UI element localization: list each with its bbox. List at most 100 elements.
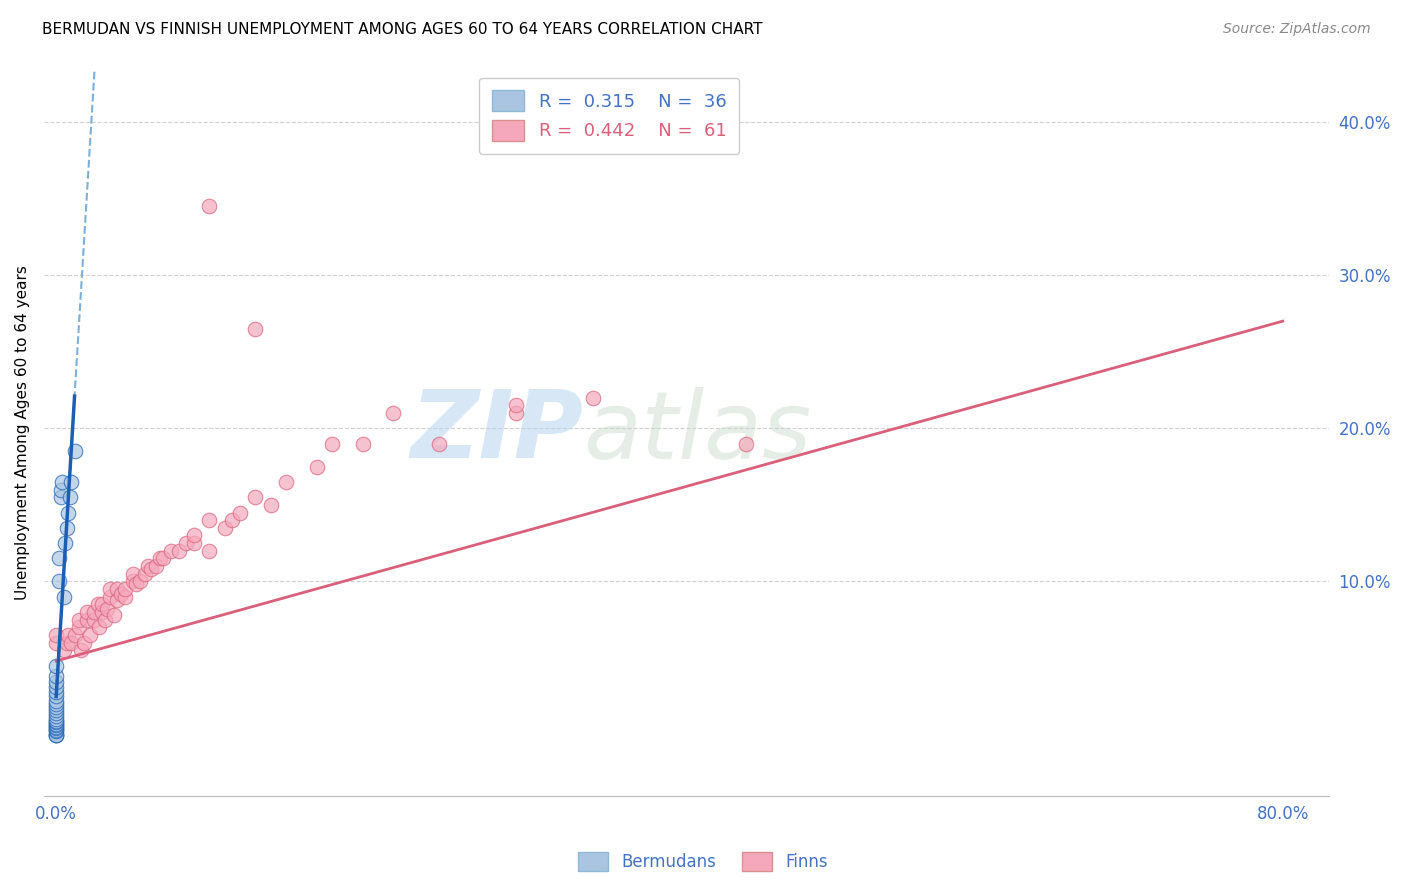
Point <box>83 613 105 627</box>
Point <box>59 490 82 504</box>
Point <box>45 690 67 704</box>
Point <box>63 628 86 642</box>
Point <box>56 635 79 649</box>
Point <box>45 714 67 728</box>
Point <box>60 635 83 649</box>
Point <box>107 592 129 607</box>
Point <box>382 406 405 420</box>
Point <box>76 605 98 619</box>
Point <box>45 694 67 708</box>
Point <box>505 406 527 420</box>
Point <box>114 582 136 596</box>
Point <box>735 436 758 450</box>
Point <box>167 543 190 558</box>
Point <box>45 628 67 642</box>
Point <box>45 680 67 694</box>
Point <box>152 551 174 566</box>
Point <box>60 475 83 489</box>
Point <box>45 722 67 736</box>
Point <box>87 620 110 634</box>
Point <box>45 658 67 673</box>
Text: atlas: atlas <box>583 386 811 477</box>
Point <box>141 562 163 576</box>
Point <box>45 684 67 698</box>
Point <box>63 444 86 458</box>
Point <box>121 574 143 589</box>
Point <box>45 716 67 731</box>
Point <box>114 590 136 604</box>
Point <box>45 709 67 723</box>
Point <box>52 590 75 604</box>
Point <box>183 536 205 550</box>
Point <box>96 602 118 616</box>
Point <box>103 608 125 623</box>
Point <box>49 483 72 497</box>
Point <box>73 635 96 649</box>
Point <box>48 574 70 589</box>
Text: Source: ZipAtlas.com: Source: ZipAtlas.com <box>1223 22 1371 37</box>
Point <box>321 436 343 450</box>
Point <box>91 598 114 612</box>
Point <box>149 551 172 566</box>
Point <box>582 391 605 405</box>
Point <box>276 475 298 489</box>
Point <box>45 718 67 732</box>
Point <box>121 566 143 581</box>
Point <box>45 724 67 739</box>
Point <box>221 513 243 527</box>
Point <box>53 536 76 550</box>
Point <box>67 620 90 634</box>
Point <box>48 551 70 566</box>
Point <box>45 697 67 711</box>
Point <box>98 590 121 604</box>
Point <box>198 199 221 213</box>
Point <box>91 605 114 619</box>
Point <box>145 559 167 574</box>
Point <box>45 669 67 683</box>
Y-axis label: Unemployment Among Ages 60 to 64 years: Unemployment Among Ages 60 to 64 years <box>15 265 30 599</box>
Legend: R =  0.315    N =  36, R =  0.442    N =  61: R = 0.315 N = 36, R = 0.442 N = 61 <box>479 78 740 153</box>
Point <box>176 536 198 550</box>
Point <box>45 635 67 649</box>
Point <box>83 605 105 619</box>
Point <box>429 436 451 450</box>
Text: BERMUDAN VS FINNISH UNEMPLOYMENT AMONG AGES 60 TO 64 YEARS CORRELATION CHART: BERMUDAN VS FINNISH UNEMPLOYMENT AMONG A… <box>42 22 762 37</box>
Point <box>45 715 67 730</box>
Point <box>505 398 527 412</box>
Point <box>305 459 328 474</box>
Point <box>129 574 152 589</box>
Point <box>56 521 79 535</box>
Point <box>45 720 67 734</box>
Point <box>94 613 117 627</box>
Point <box>58 506 80 520</box>
Point <box>45 700 67 714</box>
Point <box>45 723 67 737</box>
Point <box>45 675 67 690</box>
Point <box>198 543 221 558</box>
Point <box>45 727 67 741</box>
Point <box>160 543 183 558</box>
Point <box>67 613 90 627</box>
Point <box>45 706 67 720</box>
Point <box>51 475 73 489</box>
Point <box>49 490 72 504</box>
Point <box>260 498 283 512</box>
Point <box>58 628 80 642</box>
Point <box>45 727 67 741</box>
Point <box>45 727 67 741</box>
Point <box>107 582 129 596</box>
Point <box>79 628 101 642</box>
Point <box>183 528 205 542</box>
Point <box>76 613 98 627</box>
Point <box>198 513 221 527</box>
Point <box>45 712 67 726</box>
Point <box>214 521 236 535</box>
Point <box>98 582 121 596</box>
Point <box>352 436 374 450</box>
Point <box>45 703 67 717</box>
Point <box>245 322 267 336</box>
Point <box>229 506 252 520</box>
Point <box>110 587 132 601</box>
Point <box>134 566 156 581</box>
Legend: Bermudans, Finns: Bermudans, Finns <box>569 843 837 880</box>
